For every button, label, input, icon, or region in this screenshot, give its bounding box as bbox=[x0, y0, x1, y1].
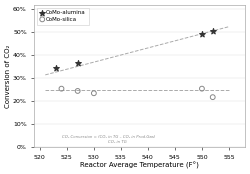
CoMo-silica bbox=[60, 87, 64, 90]
CoMo-alumina bbox=[200, 32, 204, 35]
CoMo-silica bbox=[92, 92, 96, 95]
Text: CO₂ in TG: CO₂ in TG bbox=[108, 140, 127, 144]
CoMo-silica bbox=[76, 90, 80, 92]
CoMo-silica bbox=[200, 87, 204, 90]
CoMo-alumina bbox=[76, 62, 80, 65]
CoMo-silica bbox=[211, 96, 215, 98]
CoMo-alumina bbox=[211, 30, 215, 33]
Text: CO₂ Conversion = (CO₂ in TG – CO₂ in Prod.Gas): CO₂ Conversion = (CO₂ in TG – CO₂ in Pro… bbox=[62, 135, 155, 139]
X-axis label: Reactor Average Temperature (F°): Reactor Average Temperature (F°) bbox=[80, 162, 199, 169]
Y-axis label: Conversion of CO₂: Conversion of CO₂ bbox=[5, 44, 11, 108]
Legend: CoMo-alumina, CoMo-silica: CoMo-alumina, CoMo-silica bbox=[37, 8, 89, 25]
CoMo-alumina bbox=[54, 67, 58, 69]
